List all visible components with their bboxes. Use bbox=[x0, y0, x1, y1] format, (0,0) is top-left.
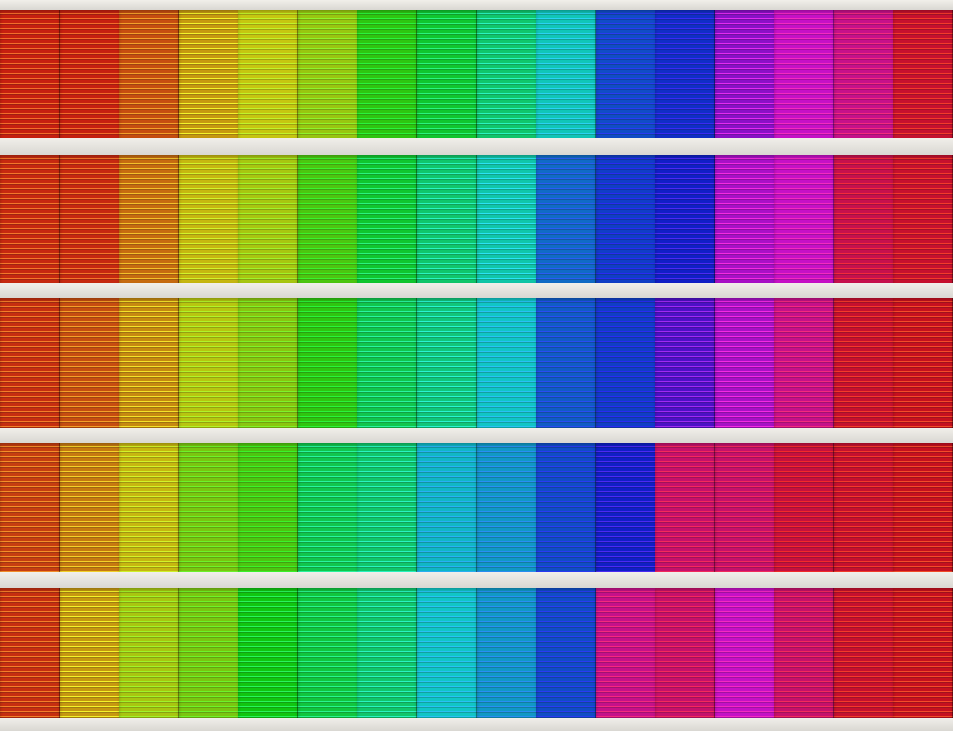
blind-panel bbox=[416, 443, 477, 572]
blind-panel bbox=[476, 10, 537, 138]
blind-panel bbox=[893, 588, 953, 718]
blind-panel bbox=[714, 443, 775, 572]
blind-panel bbox=[893, 298, 953, 428]
floor-band bbox=[0, 0, 953, 10]
blind-panel bbox=[297, 298, 358, 428]
blind-panel bbox=[714, 298, 775, 428]
blind-panel bbox=[297, 155, 358, 283]
floor-band bbox=[0, 283, 953, 298]
blind-panel bbox=[833, 10, 894, 138]
floor-band bbox=[0, 572, 953, 588]
blind-panel bbox=[774, 588, 835, 718]
floor-band bbox=[0, 718, 953, 731]
floor-band bbox=[0, 138, 953, 155]
blind-panel bbox=[119, 10, 180, 138]
blind-panel bbox=[774, 443, 835, 572]
blind-panel bbox=[357, 588, 418, 718]
blind-panel bbox=[178, 10, 239, 138]
blind-panel bbox=[536, 10, 597, 138]
blind-panel bbox=[416, 10, 477, 138]
blind-panel bbox=[416, 155, 477, 283]
blind-panel bbox=[357, 443, 418, 572]
blind-panel bbox=[178, 155, 239, 283]
blind-panel bbox=[59, 155, 120, 283]
blind-panel bbox=[0, 10, 61, 138]
blind-panel bbox=[238, 10, 299, 138]
blind-panel bbox=[536, 443, 597, 572]
blind-panel bbox=[0, 298, 61, 428]
blind-panel bbox=[595, 10, 656, 138]
blind-panel bbox=[893, 10, 953, 138]
blind-panel bbox=[416, 298, 477, 428]
blind-panel bbox=[655, 155, 716, 283]
blind-panel bbox=[297, 10, 358, 138]
blind-panel bbox=[774, 298, 835, 428]
blind-panel bbox=[655, 443, 716, 572]
blind-panel bbox=[893, 443, 953, 572]
blind-panel bbox=[536, 588, 597, 718]
blind-panel bbox=[119, 443, 180, 572]
blind-panel bbox=[178, 588, 239, 718]
blind-panel bbox=[833, 298, 894, 428]
blind-panel bbox=[238, 298, 299, 428]
blind-panel bbox=[893, 155, 953, 283]
blind-panel bbox=[536, 298, 597, 428]
blind-panel bbox=[655, 10, 716, 138]
blind-panel bbox=[595, 298, 656, 428]
blind-panel bbox=[774, 155, 835, 283]
blind-panel bbox=[59, 588, 120, 718]
blind-panel bbox=[297, 588, 358, 718]
blind-panel bbox=[595, 443, 656, 572]
blind-panel bbox=[476, 155, 537, 283]
blind-panel bbox=[595, 155, 656, 283]
blind-panel bbox=[178, 443, 239, 572]
blind-panel bbox=[833, 155, 894, 283]
blind-panel bbox=[833, 588, 894, 718]
blind-panel bbox=[536, 155, 597, 283]
blind-panel bbox=[655, 298, 716, 428]
blind-panel bbox=[238, 443, 299, 572]
blind-panel bbox=[774, 10, 835, 138]
blind-panel bbox=[238, 588, 299, 718]
floor-band bbox=[0, 428, 953, 443]
blind-panel bbox=[59, 298, 120, 428]
blind-panel bbox=[357, 298, 418, 428]
blind-panel bbox=[0, 155, 61, 283]
blind-panel bbox=[297, 443, 358, 572]
blind-panel bbox=[119, 155, 180, 283]
blind-panel bbox=[0, 443, 61, 572]
blind-panel bbox=[595, 588, 656, 718]
blind-panel bbox=[119, 298, 180, 428]
blind-panel bbox=[0, 588, 61, 718]
blind-panel bbox=[238, 155, 299, 283]
blind-panel bbox=[476, 443, 537, 572]
blind-panel bbox=[714, 155, 775, 283]
blind-panel bbox=[178, 298, 239, 428]
blind-panel bbox=[714, 588, 775, 718]
blind-panel bbox=[416, 588, 477, 718]
blind-panel bbox=[357, 10, 418, 138]
blind-panel bbox=[655, 588, 716, 718]
blind-panel bbox=[833, 443, 894, 572]
blind-panel bbox=[476, 298, 537, 428]
blind-panel bbox=[59, 443, 120, 572]
blind-panel bbox=[714, 10, 775, 138]
blind-panel bbox=[476, 588, 537, 718]
blind-panel bbox=[119, 588, 180, 718]
blind-panel bbox=[357, 155, 418, 283]
blind-panel bbox=[59, 10, 120, 138]
